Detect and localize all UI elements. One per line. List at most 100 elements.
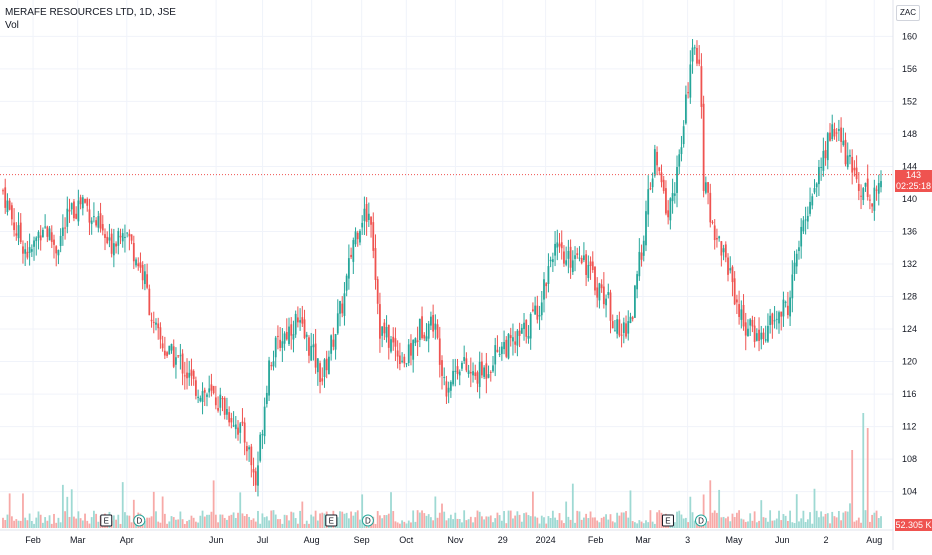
candle [61, 214, 64, 246]
candle-body [500, 346, 503, 354]
event-marker-label: D [698, 517, 704, 526]
volume-bar [738, 510, 741, 528]
candle [66, 196, 69, 234]
candle-body [4, 187, 7, 208]
candle-body [862, 188, 865, 201]
candle-body [800, 226, 803, 247]
volume-bar [806, 519, 809, 528]
volume-bar [691, 512, 694, 528]
volume-bar [73, 516, 75, 528]
candle [410, 334, 412, 366]
candle-body [155, 322, 157, 325]
candle [421, 306, 423, 340]
volume-bar [611, 521, 614, 528]
candle [13, 208, 15, 237]
candle-body [798, 247, 800, 252]
volume-bar [347, 518, 350, 528]
volume-bar [782, 514, 785, 528]
currency-label[interactable]: ZAC [896, 5, 920, 21]
candle-body [782, 299, 785, 317]
candle-body [589, 261, 592, 267]
candle [443, 367, 446, 386]
candle [8, 198, 11, 211]
candle-body [345, 275, 348, 291]
candle-body [81, 197, 84, 209]
candle [294, 310, 297, 338]
candle [390, 335, 392, 354]
earnings-marker[interactable]: E [661, 514, 674, 527]
candle [183, 361, 186, 390]
volume-bar [241, 513, 244, 528]
candle-body [374, 248, 377, 280]
candle [596, 277, 599, 308]
candle-body [106, 236, 109, 244]
candle [629, 312, 632, 324]
volume-bar [869, 521, 871, 528]
volume-bar [57, 517, 60, 528]
x-tick-label: Jun [209, 535, 224, 545]
candle-body [853, 167, 856, 171]
volume-bar [525, 512, 528, 528]
candle-body [651, 178, 654, 188]
volume-bar [226, 519, 228, 528]
volume-bar [853, 521, 856, 528]
volume-bar [567, 516, 570, 528]
candle [500, 342, 503, 361]
candle-body [183, 375, 186, 377]
volume-bar [188, 519, 191, 528]
candle-body [265, 392, 268, 405]
candle [653, 144, 656, 178]
volume-bar [596, 520, 599, 528]
candle [159, 322, 162, 349]
candle-body [818, 166, 820, 185]
volume-bar [150, 516, 153, 528]
dividend-marker[interactable]: D [695, 514, 708, 527]
candle [75, 206, 78, 220]
candle [658, 167, 661, 176]
candle [614, 319, 616, 332]
candle [866, 164, 869, 201]
candle-body [365, 203, 368, 222]
volume-bar [239, 492, 242, 528]
volume-bar [117, 514, 120, 528]
volume-bar [84, 513, 86, 528]
volume-bar [416, 510, 419, 528]
candle-body [474, 372, 477, 376]
volume-bar [86, 520, 89, 528]
candle [611, 314, 614, 329]
candle-body [339, 301, 341, 314]
candle [454, 358, 457, 387]
candle-body [436, 324, 439, 338]
volume-bar [237, 512, 239, 528]
candle-body [206, 394, 208, 397]
candle-body [117, 230, 120, 246]
candle-body [343, 293, 346, 316]
candle [325, 350, 328, 379]
volume-bar [871, 514, 874, 528]
candle [237, 420, 239, 441]
x-tick-label: Feb [588, 535, 604, 545]
volume-bar [301, 501, 304, 528]
candle [811, 193, 814, 210]
earnings-marker[interactable]: E [100, 514, 113, 527]
volume-bar [864, 510, 867, 528]
volume-bar [152, 491, 155, 528]
candle-body [469, 372, 472, 374]
candle-body [407, 344, 410, 364]
volume-bar [771, 520, 774, 528]
candle-body [88, 209, 91, 223]
candle-body [494, 345, 497, 365]
candle-body [310, 345, 313, 361]
dividend-marker[interactable]: D [133, 514, 146, 527]
candle [574, 246, 576, 272]
earnings-marker-box [100, 514, 113, 527]
candle [638, 238, 641, 281]
volume-bar [811, 523, 814, 528]
candle-body [722, 248, 725, 253]
dividend-marker[interactable]: D [361, 514, 374, 527]
candle [775, 310, 778, 330]
earnings-marker[interactable]: E [325, 514, 338, 527]
